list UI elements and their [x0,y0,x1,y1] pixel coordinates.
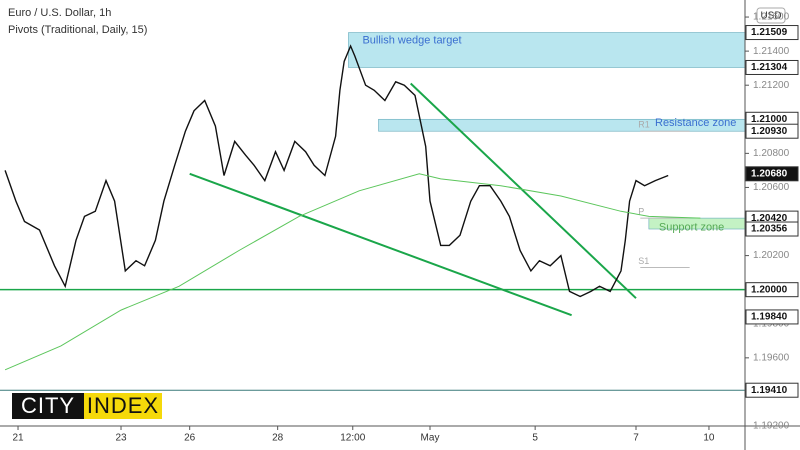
x-tick-label: 23 [115,433,127,444]
level-label-box [745,282,799,298]
y-tick-label: 1.19600 [753,352,790,363]
y-tick-label: 1.20600 [753,182,790,193]
logo-left: CITY [21,393,75,418]
zone [348,32,746,68]
level-label: 1.20000 [751,284,788,295]
level-label-box [745,25,799,41]
trend-line [189,172,572,317]
x-tick-label: May [421,433,440,444]
level-label-box [745,123,799,139]
zone-label: Bullish wedge target [362,34,461,46]
currency-box[interactable] [756,7,786,24]
y-tick-label: 1.21200 [753,80,790,91]
x-tick-label: 10 [703,433,715,444]
currency[interactable]: USD [760,11,781,22]
level-label: 1.21304 [751,62,788,73]
level-label-box [745,166,799,182]
chart-subtitle: Pivots (Traditional, Daily, 15) [8,24,147,36]
x-tick-label: 7 [633,433,639,444]
x-tick-label: 26 [184,433,196,444]
y-tick-label: 1.19200 [753,421,790,432]
level-label: 1.19410 [751,385,788,396]
y-tick-label: 1.20200 [753,250,790,261]
chart-title: Euro / U.S. Dollar, 1h [8,7,111,19]
x-tick-label: 12:00 [340,433,365,444]
plot-area: Bullish wedge target Resistance zone Suppo… [0,32,746,391]
level-label-box [745,59,799,75]
y-tick-label: 1.21600 [753,12,790,23]
price-line [4,173,701,371]
trend-line [410,82,637,299]
level-label: 1.20680 [751,168,788,179]
level-label: 1.19840 [751,312,788,323]
logo-right-bg [84,393,162,419]
level-label-box [745,382,799,398]
logo-right: INDEX [87,393,159,418]
level-label-box [745,309,799,325]
level-label: 1.20356 [751,224,788,235]
x-tick-label: 21 [12,433,24,444]
x-tick-label: 28 [272,433,284,444]
level-label: 1.21509 [751,27,788,38]
price-line [4,44,669,298]
pivot-label: P [638,206,644,216]
y-tick-label: 1.21400 [753,46,790,57]
pivot-label: R1 [638,120,650,130]
level-label: 1.20930 [751,126,788,137]
level-label-box [745,221,799,237]
level-label: 1.20420 [751,213,788,224]
pivot-label: S1 [638,256,649,266]
x-tick-label: 5 [532,433,538,444]
zone-label: Resistance zone [655,117,736,129]
zone-label: Support zone [659,221,724,233]
level-label: 1.21000 [751,114,788,125]
logo-left-bg [12,393,84,419]
y-tick-label: 1.20800 [753,148,790,159]
